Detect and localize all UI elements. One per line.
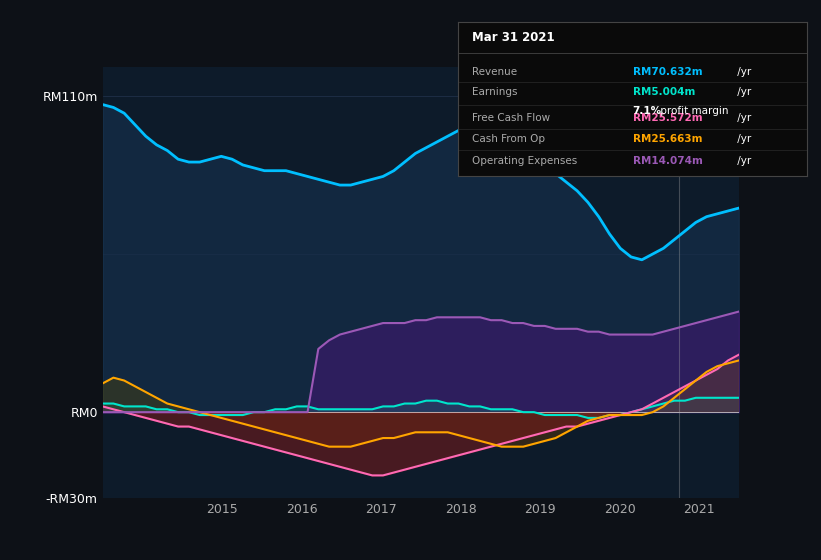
Text: Cash From Op: Cash From Op	[472, 134, 545, 144]
Text: Revenue: Revenue	[472, 67, 517, 77]
Text: Operating Expenses: Operating Expenses	[472, 156, 577, 166]
Text: /yr: /yr	[734, 67, 751, 77]
Text: /yr: /yr	[734, 156, 751, 166]
Text: Mar 31 2021: Mar 31 2021	[472, 31, 555, 44]
Text: Earnings: Earnings	[472, 87, 517, 97]
Text: 7.1%: 7.1%	[633, 106, 662, 116]
Text: /yr: /yr	[734, 87, 751, 97]
Text: Free Cash Flow: Free Cash Flow	[472, 113, 550, 123]
Text: RM14.074m: RM14.074m	[633, 156, 703, 166]
Text: RM70.632m: RM70.632m	[633, 67, 702, 77]
Text: RM25.572m: RM25.572m	[633, 113, 702, 123]
Text: profit margin: profit margin	[657, 106, 728, 116]
Text: /yr: /yr	[734, 134, 751, 144]
Text: RM5.004m: RM5.004m	[633, 87, 695, 97]
Text: /yr: /yr	[734, 113, 751, 123]
Text: RM25.663m: RM25.663m	[633, 134, 702, 144]
